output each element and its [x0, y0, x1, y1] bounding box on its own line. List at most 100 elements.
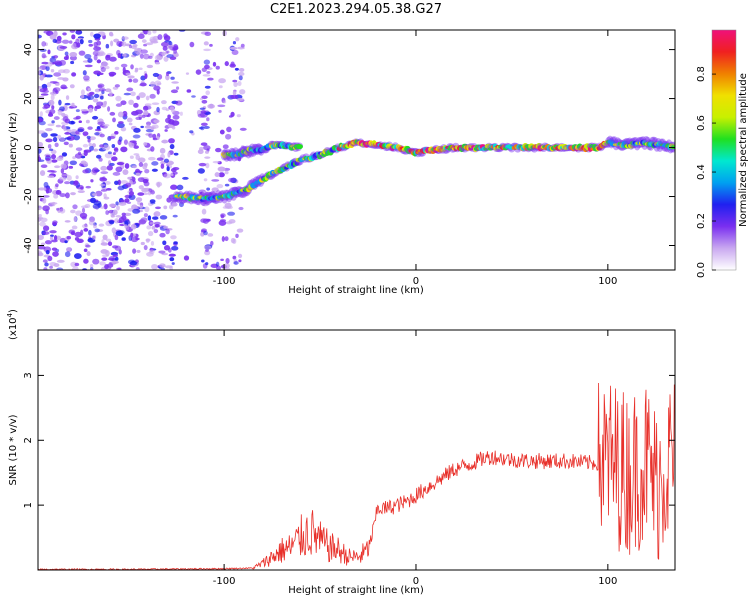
heatmap-noise-dot: [96, 101, 104, 107]
heatmap-noise-dot: [166, 166, 170, 172]
heatmap-noise-dot: [144, 168, 150, 174]
heatmap-noise-dot: [61, 152, 68, 157]
heatmap-ticks: -100 0 100 -40 -20 0 20 40: [23, 30, 675, 287]
heatmap-noise-dot: [232, 90, 237, 96]
heatmap-noise-dot: [117, 185, 125, 191]
heatmap-noise-dot: [47, 123, 55, 127]
heatmap-noise-dot: [88, 107, 94, 113]
heatmap-noise-dot: [39, 170, 46, 177]
heatmap-noise-dot: [100, 189, 108, 192]
heatmap-noise-dot: [116, 205, 120, 211]
heatmap-noise-dot: [98, 223, 105, 227]
heatmap-noise-dot: [161, 106, 168, 111]
heatmap-noise-dot: [94, 132, 100, 136]
heatmap-noise-dot: [230, 94, 239, 100]
heatmap-noise-dot: [99, 95, 104, 100]
heatmap-noise-dot: [178, 201, 184, 208]
heatmap-noise-dot: [40, 217, 48, 223]
heatmap-noise-dot: [51, 159, 58, 163]
heatmap-noise-dot: [53, 55, 59, 59]
heatmap-noise-dot: [170, 89, 179, 94]
heatmap-noise-dot: [48, 148, 54, 151]
heatmap-noise-dot: [116, 122, 125, 129]
heatmap-noise-dot: [200, 125, 205, 131]
heatmap-noise-dot: [201, 99, 208, 104]
heatmap-noise-dot: [144, 125, 152, 129]
heatmap-noise-dot: [72, 204, 78, 210]
heatmap-noise-dot: [65, 95, 70, 100]
heatmap-noise-dot: [83, 150, 88, 157]
heatmap-noise-dot: [114, 234, 119, 241]
heatmap-noise-dot: [120, 100, 127, 106]
heatmap-noise-dot: [128, 99, 134, 105]
heatmap-noise-dot: [172, 171, 178, 175]
heatmap-noise-dot: [195, 69, 202, 75]
heatmap-noise-dot: [233, 261, 239, 265]
heatmap-noise-dot: [130, 236, 139, 243]
heatmap-noise-dot: [138, 219, 147, 225]
heatmap-noise-dot: [53, 116, 60, 120]
heatmap-noise-dot: [59, 193, 67, 198]
heatmap-noise-dot: [145, 42, 154, 46]
heatmap-noise-dot: [48, 99, 55, 106]
heatmap-noise-dot: [143, 244, 148, 251]
heatmap-noise-dot: [225, 257, 230, 264]
heatmap-noise-dot: [123, 139, 128, 145]
heatmap-noise-dot: [161, 51, 166, 57]
heatmap-noise-dot: [159, 147, 166, 154]
snr-panel: -100 0 100 1 2 3 Height of straight line (km)…: [6, 309, 676, 596]
heatmap-noise-dot: [109, 111, 116, 116]
heatmap-noise-dot: [72, 180, 79, 186]
heatmap-noise-dot: [201, 95, 208, 100]
heatmap-noise-dot: [209, 43, 213, 47]
heatmap-noise-dot: [200, 218, 207, 223]
snr-ticks: -100 0 100 1 2 3: [23, 330, 675, 587]
heatmap-noise-dot: [66, 174, 72, 181]
heatmap-noise-dot: [240, 43, 245, 48]
colorbar: 0.0 0.2 0.4 0.6 0.8 Normalized spectral ampl…: [696, 29, 749, 278]
heatmap-noise-dot: [144, 103, 152, 107]
heatmap-noise-dot: [38, 67, 43, 70]
heatmap-noise-dot: [90, 179, 94, 183]
heatmap-noise-dot: [165, 74, 170, 81]
heatmap-noise-dot: [206, 117, 210, 122]
heatmap-noise-dot: [133, 127, 141, 133]
heatmap-noise-dot: [134, 69, 138, 73]
heatmap-noise-dot: [82, 143, 89, 148]
heatmap-noise-dot: [90, 267, 94, 270]
heatmap-noise-dot: [51, 247, 58, 251]
heatmap-noise-dot: [150, 241, 155, 246]
heatmap-noise-dot: [50, 94, 55, 101]
heatmap-noise-dot: [77, 151, 82, 156]
heatmap-noise-dot: [152, 216, 159, 220]
heatmap-noise-dot: [135, 154, 141, 161]
heatmap-noise-dot: [130, 91, 136, 97]
heatmap-noise-dot: [130, 232, 134, 238]
heatmap-noise-dot: [128, 78, 133, 83]
heatmap-noise-dot: [162, 264, 166, 267]
heatmap-noise-dot: [111, 143, 116, 149]
heatmap-noise-dot: [107, 241, 113, 247]
heatmap-noise-dot: [83, 258, 89, 264]
heatmap-noise-dot: [116, 162, 125, 166]
heatmap-noise-dot: [47, 175, 55, 178]
heatmap-noise-dot: [85, 119, 90, 124]
heatmap-noise-dot: [207, 77, 214, 81]
heatmap-noise-dot: [55, 183, 59, 188]
heatmap-noise-dot: [165, 228, 170, 235]
heatmap-noise-dot: [152, 137, 158, 141]
heatmap-noise-dot: [43, 267, 48, 270]
heatmap-noise-dot: [71, 72, 77, 77]
heatmap-noise-dot: [155, 181, 163, 187]
heatmap-noise-dot: [127, 208, 134, 212]
heatmap-noise-dot: [90, 197, 96, 204]
heatmap-noise-dot: [148, 55, 153, 59]
heatmap-noise-dot: [236, 98, 245, 101]
heatmap-noise-dot: [92, 193, 98, 196]
heatmap-noise-dot: [88, 39, 93, 44]
heatmap-noise-dot: [163, 225, 169, 229]
heatmap-noise-dot: [197, 113, 205, 118]
heatmap-noise-dot: [52, 87, 61, 92]
heatmap-noise-dot: [129, 260, 138, 266]
heatmap-noise-dot: [175, 86, 180, 90]
